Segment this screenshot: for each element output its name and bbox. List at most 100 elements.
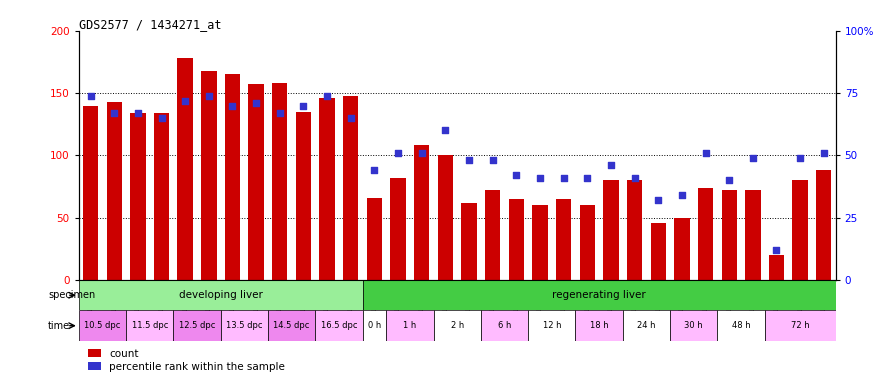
Text: 6 h: 6 h [498,321,511,330]
Bar [508,199,524,280]
Text: GDS2577 / 1434271_at: GDS2577 / 1434271_at [79,18,221,31]
Point [297,103,311,109]
Bar [296,112,311,280]
Point [84,93,98,99]
Text: 48 h: 48 h [732,321,751,330]
Text: 2 h: 2 h [451,321,464,330]
Bar [461,203,477,280]
Bar [438,156,453,280]
Text: 0 h: 0 h [368,321,381,330]
Point [202,93,216,99]
Bar [626,180,642,280]
Bar [433,311,481,341]
Text: 30 h: 30 h [684,321,703,330]
Bar [769,255,784,280]
Bar [556,199,571,280]
Text: 24 h: 24 h [637,321,655,330]
Bar [793,180,808,280]
Text: 18 h: 18 h [590,321,608,330]
Text: 10.5 dpc: 10.5 dpc [84,321,121,330]
Point [462,157,476,164]
Point [816,150,830,156]
Text: 12.5 dpc: 12.5 dpc [178,321,215,330]
Point [769,247,783,253]
Bar [268,311,315,341]
Point [722,177,736,184]
Text: 72 h: 72 h [791,321,809,330]
Bar [698,188,713,280]
Point [344,115,358,121]
Bar [390,178,406,280]
Bar [576,311,623,341]
Point [178,98,192,104]
Text: 13.5 dpc: 13.5 dpc [226,321,262,330]
Text: specimen: specimen [48,290,95,300]
Bar [746,190,760,280]
Point [509,172,523,179]
Bar [248,84,264,280]
Bar [107,102,122,280]
Point [155,115,169,121]
Point [675,192,689,198]
Point [226,103,240,109]
Bar [765,311,836,341]
Bar [201,71,216,280]
Text: regenerating liver: regenerating liver [552,290,646,300]
Point [391,150,405,156]
Point [320,93,334,99]
Point [108,110,122,116]
Bar [130,113,145,280]
Bar [343,96,359,280]
Bar [272,83,288,280]
Point [698,150,712,156]
Bar [126,311,173,341]
Bar [178,58,192,280]
Text: 16.5 dpc: 16.5 dpc [320,321,357,330]
Point [415,150,429,156]
Bar [623,311,670,341]
Point [746,155,760,161]
Bar [816,170,831,280]
Bar [603,180,619,280]
Bar [414,146,430,280]
Text: 12 h: 12 h [542,321,561,330]
Point [651,197,665,203]
Bar [579,205,595,280]
Text: 1 h: 1 h [403,321,416,330]
Bar [485,190,500,280]
Bar [362,280,836,311]
Bar [79,311,126,341]
Bar [670,311,718,341]
Point [273,110,287,116]
Point [793,155,807,161]
Point [249,100,263,106]
Point [438,127,452,134]
Point [486,157,500,164]
Bar [481,311,528,341]
Text: developing liver: developing liver [178,290,262,300]
Bar [315,311,362,341]
Bar [225,74,240,280]
Point [604,162,618,169]
Bar [79,280,362,311]
Point [368,167,382,174]
Bar [367,198,382,280]
Bar [154,113,169,280]
Point [131,110,145,116]
Bar [319,98,335,280]
Text: 14.5 dpc: 14.5 dpc [273,321,310,330]
Point [556,175,570,181]
Bar [532,205,548,280]
Bar [675,218,690,280]
Bar [362,311,386,341]
Bar [528,311,576,341]
Point [533,175,547,181]
Bar [650,223,666,280]
Bar [173,311,220,341]
Bar [83,106,98,280]
Bar [386,311,433,341]
Point [627,175,641,181]
Bar [718,311,765,341]
Text: time: time [48,321,70,331]
Text: 11.5 dpc: 11.5 dpc [131,321,168,330]
